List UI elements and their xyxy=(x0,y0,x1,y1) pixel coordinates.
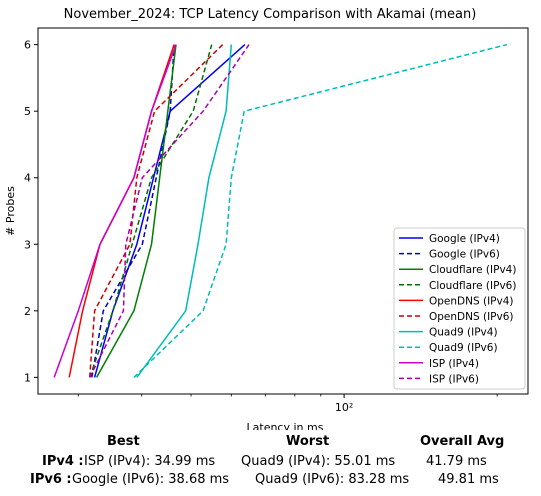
y-tick-label: 1 xyxy=(24,371,31,384)
summary-best-value: Google (IPv6): 38.68 ms xyxy=(72,472,230,487)
legend-box xyxy=(393,227,526,390)
series-line-0 xyxy=(93,44,246,378)
series-line-1 xyxy=(91,44,175,378)
y-tick-label: 5 xyxy=(24,105,31,118)
series-line-7 xyxy=(133,43,508,378)
chart-title: November_2024: TCP Latency Comparison wi… xyxy=(64,7,477,22)
series-line-3 xyxy=(88,44,213,378)
legend-entry: Quad9 (IPv6) xyxy=(429,342,498,354)
legend-entry: OpenDNS (IPv6) xyxy=(429,311,514,323)
series-line-8 xyxy=(53,44,177,378)
summary-worst-value: Quad9 (IPv6): 83.28 ms xyxy=(255,472,410,487)
summary-best-value: ISP (IPv4): 34.99 ms xyxy=(84,454,216,469)
legend-entry: ISP (IPv6) xyxy=(429,373,479,385)
plot-frame xyxy=(37,27,529,395)
summary-worst-value: Quad9 (IPv4): 55.01 ms xyxy=(241,454,396,469)
summary-header-best: Best xyxy=(107,434,140,449)
summary-table: Best Worst Overall Avg IPv4 : ISP (IPv4)… xyxy=(0,430,541,496)
summary-header-worst: Worst xyxy=(286,434,330,449)
legend-entry: Cloudflare (IPv6) xyxy=(429,280,516,292)
legend: Google (IPv4) Google (IPv6) Cloudflare (IP… xyxy=(393,227,526,390)
legend-entry: ISP (IPv4) xyxy=(429,358,479,370)
y-axis-label: # Probes xyxy=(4,186,17,236)
summary-row-label: IPv6 : xyxy=(30,472,72,487)
legend-entry: Google (IPv6) xyxy=(429,249,500,261)
x-axis-label: Latency in ms xyxy=(247,421,324,430)
legend-entry: OpenDNS (IPv4) xyxy=(429,295,514,307)
legend-entry: Google (IPv4) xyxy=(429,233,500,245)
y-tick-label: 3 xyxy=(24,238,31,251)
series-line-9 xyxy=(89,44,250,378)
series-line-6 xyxy=(136,44,233,378)
y-tick-label: 6 xyxy=(24,39,31,52)
y-tick-label: 2 xyxy=(24,305,31,318)
x-tick-label: 10² xyxy=(335,401,353,414)
legend-entry: Cloudflare (IPv4) xyxy=(429,264,516,276)
summary-row-label: IPv4 : xyxy=(42,454,84,469)
summary-avg-value: 41.79 ms xyxy=(426,454,487,469)
series-line-2 xyxy=(95,44,177,378)
latency-chart: November_2024: TCP Latency Comparison wi… xyxy=(4,7,529,430)
summary-header-avg: Overall Avg xyxy=(420,434,505,449)
summary-avg-value: 49.81 ms xyxy=(438,472,499,487)
y-tick-label: 4 xyxy=(24,172,31,185)
legend-entry: Quad9 (IPv4) xyxy=(429,327,498,339)
